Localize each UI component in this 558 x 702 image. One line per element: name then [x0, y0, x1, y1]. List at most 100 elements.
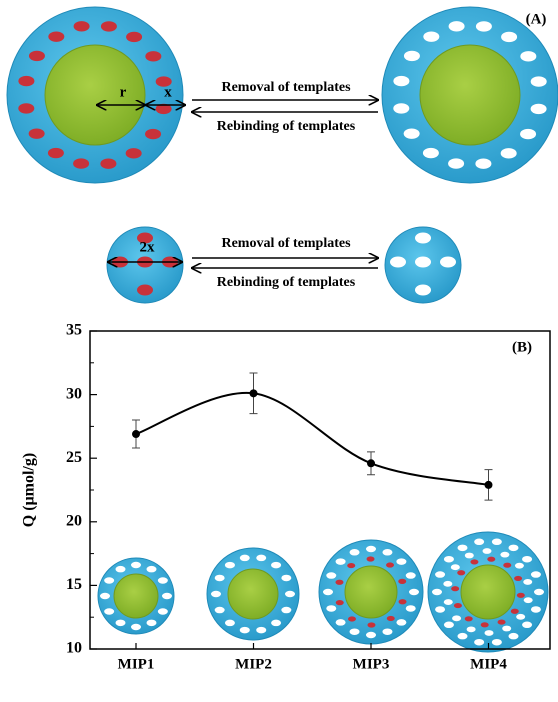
cavity: [406, 605, 416, 612]
y-tick-label: 20: [66, 512, 82, 529]
cavity: [404, 51, 420, 61]
arrow-label: Removal of templates: [221, 80, 351, 95]
cavity: [131, 562, 141, 569]
cavity: [137, 285, 153, 296]
cavity: [531, 104, 547, 114]
cavity: [335, 580, 343, 585]
cavity: [215, 575, 225, 582]
cavity: [522, 622, 532, 629]
cavity: [492, 639, 502, 646]
cavity: [501, 32, 517, 42]
cavity: [451, 564, 460, 570]
cavity: [323, 589, 333, 596]
cavity: [116, 566, 126, 573]
cavity: [158, 577, 168, 584]
cavity: [531, 606, 541, 613]
cavity: [511, 609, 519, 614]
cavity: [435, 606, 445, 613]
cavity: [281, 575, 291, 582]
y-tick-label: 15: [66, 576, 82, 593]
cavity: [387, 616, 395, 621]
cavity: [398, 579, 406, 584]
cavity: [396, 619, 406, 626]
cavity: [531, 76, 547, 86]
cavity: [393, 103, 409, 113]
cavity: [458, 633, 468, 640]
cavity: [457, 570, 465, 575]
cavity: [444, 556, 454, 563]
x-tick-label: MIP1: [118, 656, 155, 672]
panel-label: (A): [526, 11, 547, 27]
cavity: [443, 581, 452, 587]
cavity: [423, 31, 439, 41]
cavity: [336, 600, 344, 605]
cavity: [74, 21, 90, 31]
cavity: [211, 591, 221, 598]
y-tick-label: 30: [66, 385, 82, 402]
cavity: [225, 562, 235, 569]
cavity: [517, 593, 525, 598]
cavity: [406, 572, 416, 579]
cavity: [366, 632, 376, 639]
cavity: [474, 539, 484, 546]
cavity: [336, 619, 346, 626]
cavity: [326, 572, 336, 579]
cavity: [215, 607, 225, 614]
cavity: [240, 555, 250, 562]
dimension-label: x: [164, 84, 172, 100]
cavity: [281, 607, 291, 614]
cavity: [415, 257, 431, 268]
line: [136, 393, 489, 485]
cavity: [458, 545, 468, 552]
cavity: [225, 620, 235, 627]
point: [367, 459, 375, 467]
cavity: [492, 539, 502, 546]
cavity: [467, 626, 476, 632]
cavity: [29, 51, 45, 61]
panel-label: (B): [512, 339, 532, 355]
core: [45, 45, 145, 145]
cavity: [534, 589, 544, 596]
dimension-label: 2x: [140, 239, 156, 255]
cavity: [432, 589, 442, 596]
y-axis-title: Q (μmol/g): [21, 453, 38, 527]
cavity: [509, 633, 519, 640]
cavity: [423, 148, 439, 158]
figure: (A) Removal of templates Rebinding of te…: [0, 0, 558, 702]
point: [250, 389, 258, 397]
cavity: [390, 257, 406, 268]
cavity: [440, 257, 456, 268]
cavity: [509, 545, 519, 552]
arrow-label: Removal of templates: [221, 236, 351, 251]
cavity: [481, 622, 489, 627]
cavity: [48, 148, 64, 158]
arrow-label: Rebinding of templates: [217, 275, 356, 290]
cavity: [256, 627, 266, 634]
cavity: [29, 128, 45, 138]
cavity: [147, 566, 157, 573]
core: [345, 566, 397, 618]
cavity: [451, 586, 459, 591]
cavity: [516, 614, 525, 620]
cavity: [393, 76, 409, 86]
cavity: [386, 562, 394, 567]
cavity: [126, 32, 142, 42]
cavity: [18, 103, 34, 113]
cavity: [452, 615, 461, 621]
cavity: [367, 556, 375, 561]
cavity: [348, 616, 356, 621]
cavity: [100, 593, 110, 600]
cavity: [501, 148, 517, 158]
cavity: [487, 557, 495, 562]
cavity: [465, 616, 473, 621]
cavity: [448, 158, 464, 168]
cavity: [449, 21, 465, 31]
y-tick-label: 25: [66, 449, 82, 466]
cavity: [131, 624, 141, 631]
cavity: [498, 619, 506, 624]
cavity: [444, 599, 453, 605]
cavity: [524, 597, 533, 603]
core: [228, 569, 278, 619]
y-tick-label: 10: [66, 640, 82, 657]
cavity: [476, 21, 492, 31]
